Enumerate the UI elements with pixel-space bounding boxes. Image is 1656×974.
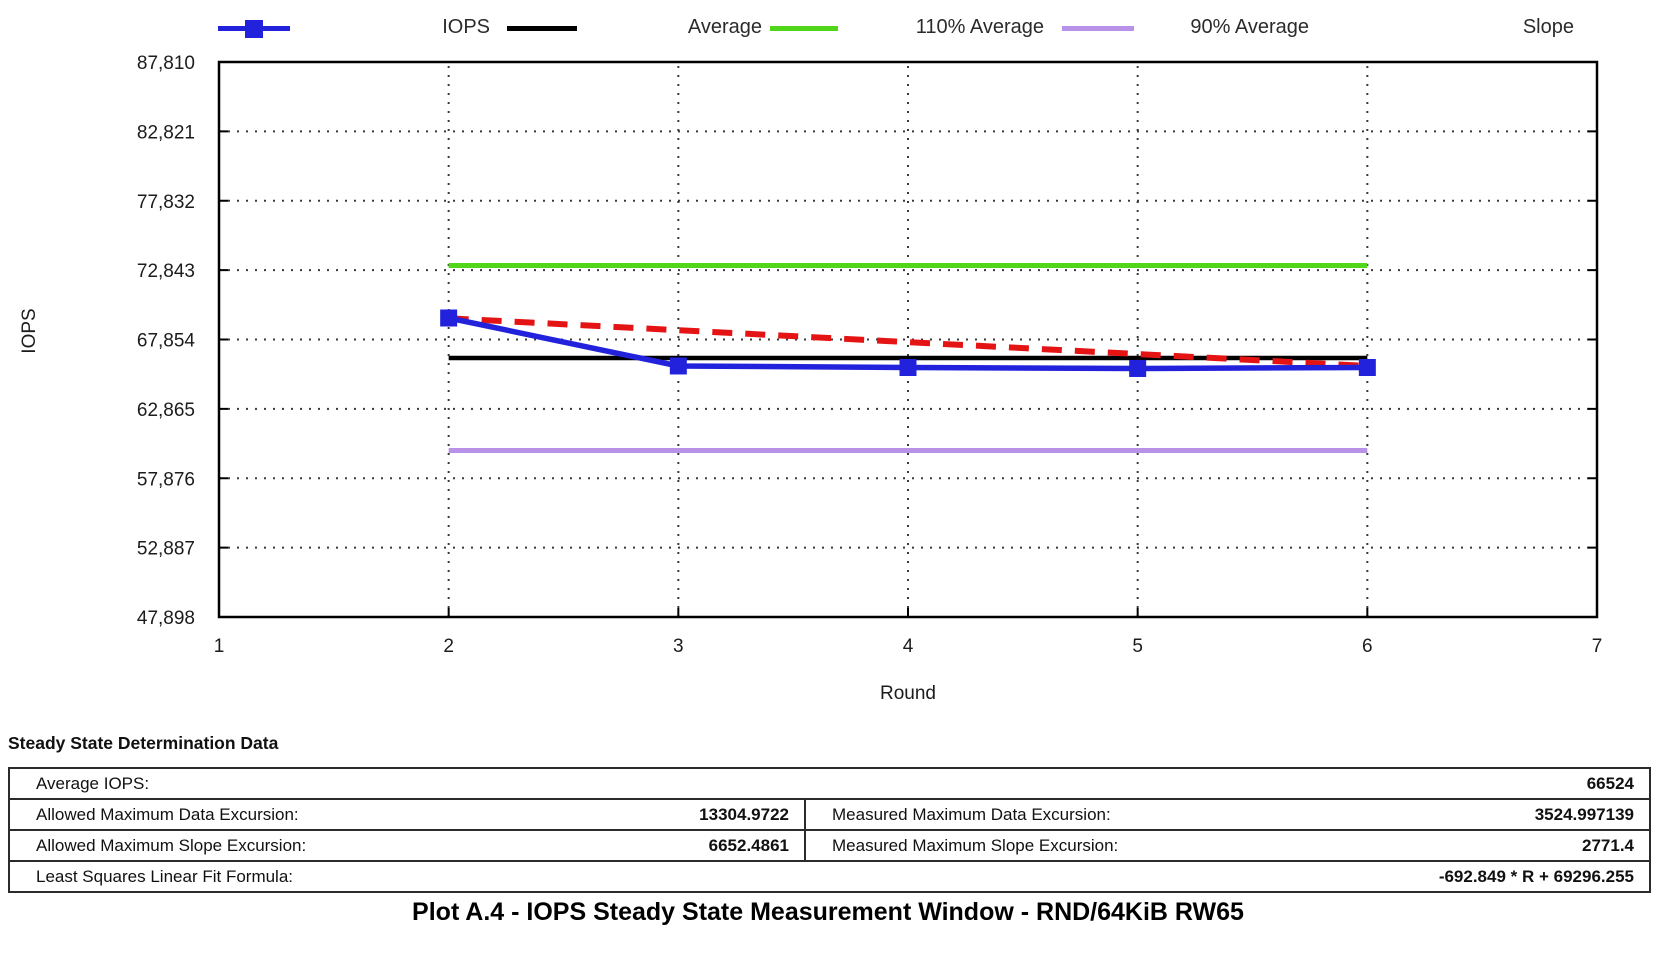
y-axis-title: IOPS [19,308,40,354]
table-cell: Average IOPS: 66524 [10,769,1649,798]
table-row-linear-fit: Least Squares Linear Fit Formula: -692.8… [10,860,1649,891]
chart-legend: IOPS Average 110% Average 90% Average Slope [0,0,1656,56]
plot-title: Plot A.4 - IOPS Steady State Measurement… [412,898,1244,926]
cell-value: 2771.4 [1582,835,1634,855]
cell-value: 13304.9722 [699,804,789,824]
y-tick-label: 87,810 [137,53,195,74]
table-heading: Steady State Determination Data [8,733,279,753]
legend-label-iops: IOPS [442,16,490,38]
y-tick-label: 52,887 [137,539,195,560]
y-tick-label: 77,832 [137,192,195,213]
legend-marker-iops [245,19,263,38]
cell-value: 6652.4861 [708,835,789,855]
table-cell: Allowed Maximum Data Excursion: 13304.97… [10,800,804,829]
x-tick-label: 5 [1132,636,1143,657]
series-slope-line [448,315,1368,369]
table-row-average-iops: Average IOPS: 66524 [10,769,1649,798]
y-tick-label: 82,821 [137,122,195,143]
steady-state-table: Average IOPS: 66524 Allowed Maximum Data… [8,767,1651,893]
legend-sample-average [507,26,577,31]
table-cell: Measured Maximum Data Excursion: 3524.99… [804,800,1649,829]
legend-sample-iops [218,19,290,38]
series-iops-marker [440,309,458,327]
table-row-slope-excursion: Allowed Maximum Slope Excursion: 6652.48… [10,829,1649,860]
plot-border [217,60,1599,619]
series-iops-marker [669,357,687,375]
y-tick-label: 72,843 [137,261,195,282]
x-tick-label: 2 [443,636,454,657]
cell-value: 3524.997139 [1534,804,1634,824]
cell-label: Measured Maximum Data Excursion: [832,804,1111,824]
cell-label: Allowed Maximum Data Excursion: [36,804,299,824]
cell-value: -692.849 * R + 69296.255 [1438,866,1634,886]
cell-label: Average IOPS: [36,773,150,793]
series-iops-marker [1358,359,1376,377]
x-tick-label: 6 [1362,636,1373,657]
y-tick-label: 47,898 [137,608,195,629]
table-row-data-excursion: Allowed Maximum Data Excursion: 13304.97… [10,798,1649,829]
cell-value: 66524 [1586,773,1634,793]
series-iops-marker [899,359,917,377]
series-iops-marker [1129,359,1147,377]
legend-label-average: Average [687,16,762,38]
cell-label: Allowed Maximum Slope Excursion: [36,835,307,855]
x-tick-label: 3 [673,636,684,657]
x-tick-label: 7 [1592,636,1603,657]
y-tick-label: 67,854 [137,331,196,352]
cell-label: Least Squares Linear Fit Formula: [36,866,294,886]
table-cell: Measured Maximum Slope Excursion: 2771.4 [804,831,1649,860]
legend-label-90-average: 90% Average [1190,16,1309,38]
table-cell: Least Squares Linear Fit Formula: -692.8… [10,862,1649,891]
x-axis-title: Round [880,683,936,704]
legend-sample-110-average [770,26,838,31]
y-tick-label: 62,865 [137,400,195,421]
y-tick-label: 57,876 [137,469,195,490]
legend-sample-90-average [1062,26,1134,31]
table-cell: Allowed Maximum Slope Excursion: 6652.48… [10,831,804,860]
x-tick-label: 4 [903,636,914,657]
iops-chart: 47,898 52,887 57,876 62,865 67,854 72,843 77,8… [137,53,1603,657]
legend-label-slope: Slope [1522,16,1574,38]
x-tick-label: 1 [214,636,225,657]
legend-label-110-average: 110% Average [915,16,1044,38]
cell-label: Measured Maximum Slope Excursion: [832,835,1119,855]
